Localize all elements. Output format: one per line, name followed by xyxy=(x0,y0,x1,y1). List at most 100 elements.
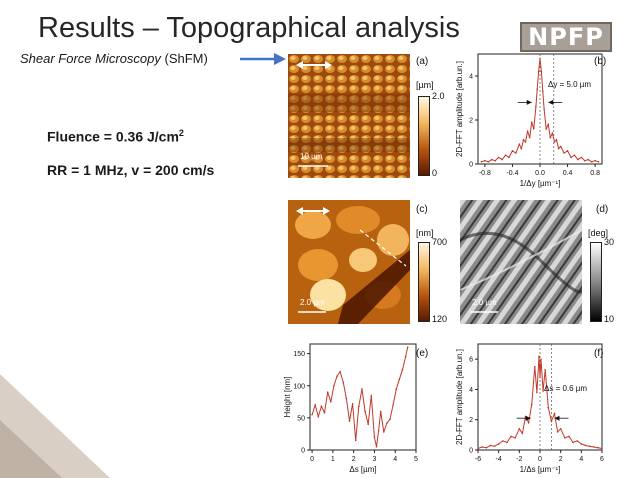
page-title: Results – Topographical analysis xyxy=(38,12,460,44)
width-arrow-right-head xyxy=(554,415,560,421)
data-point xyxy=(364,410,366,413)
data-point xyxy=(588,445,591,448)
data-point xyxy=(547,406,550,409)
y-tick-label: 50 xyxy=(297,415,305,422)
data-point xyxy=(314,404,316,406)
colorbar-min-c: 120 xyxy=(432,314,448,324)
data-point xyxy=(320,405,323,408)
data-point xyxy=(323,411,326,414)
x-tick-label: 5 xyxy=(414,456,418,463)
data-point xyxy=(392,404,394,406)
subtitle-abbrev: (ShFM) xyxy=(160,51,208,66)
x-tick-label: 2 xyxy=(352,456,356,463)
data-point xyxy=(311,413,313,416)
x-tick-label: 1 xyxy=(331,456,335,463)
data-point xyxy=(580,443,583,445)
y-axis-label: 2D-FFT amplitude [arb.un.] xyxy=(455,349,464,445)
data-point xyxy=(572,441,574,444)
data-point xyxy=(370,394,373,397)
data-point xyxy=(524,141,527,143)
x-tick-label: 0.4 xyxy=(563,170,573,177)
data-point xyxy=(395,388,398,390)
x-tick-label: 0 xyxy=(538,456,542,463)
panel-label-d: (d) xyxy=(596,204,609,215)
data-point xyxy=(530,403,533,406)
x-tick-label: -0.8 xyxy=(479,170,491,177)
data-point xyxy=(490,158,493,161)
data-point xyxy=(515,152,517,154)
x-tick-label: 4 xyxy=(579,456,583,463)
panel-d: 2.0 µm xyxy=(459,200,584,324)
data-point xyxy=(497,443,500,445)
data-point xyxy=(339,370,341,373)
annotation-f: Δs = 0.6 µm xyxy=(544,384,588,393)
colorbar-min-a: 0 xyxy=(432,168,438,178)
x-tick-label: 6 xyxy=(600,456,604,463)
data-point xyxy=(377,429,380,432)
data-point xyxy=(545,128,547,130)
data-point xyxy=(555,139,558,141)
colorbar-d xyxy=(590,242,602,322)
data-point xyxy=(553,412,556,415)
x-tick-label: 0.8 xyxy=(590,170,600,177)
data-point xyxy=(540,70,543,73)
data-point xyxy=(597,161,600,163)
y-tick-label: 6 xyxy=(469,357,473,364)
phase-map-d xyxy=(459,200,584,324)
data-point xyxy=(564,437,566,439)
annotation-b: Δy = 5.0 µm xyxy=(548,80,592,89)
data-point xyxy=(504,154,507,156)
data-point xyxy=(333,384,335,387)
data-point xyxy=(510,435,512,438)
subtitle: Shear Force Microscopy (ShFM) xyxy=(20,51,208,66)
data-point xyxy=(550,420,553,423)
data-point xyxy=(590,161,593,163)
y-axis-label: 2D-FFT amplitude [arb.un.] xyxy=(455,61,464,157)
x-tick-label: 0 xyxy=(310,456,314,463)
data-point xyxy=(373,436,376,438)
y-axis-label: Height [nm] xyxy=(283,377,292,418)
data-point xyxy=(536,88,539,90)
data-point xyxy=(389,418,391,420)
data-point xyxy=(336,375,338,377)
y-tick-label: 150 xyxy=(293,351,305,358)
y-tick-label: 0 xyxy=(469,162,473,169)
topography-map-c xyxy=(288,200,410,324)
data-point xyxy=(570,156,572,159)
data-point xyxy=(534,365,536,368)
y-tick-label: 0 xyxy=(301,448,305,455)
colorbar-unit-a: [µm] xyxy=(416,80,434,90)
colorbar-min-d: 10 xyxy=(604,314,615,324)
logo: NPFP xyxy=(520,22,612,52)
data-point xyxy=(583,159,586,162)
data-point xyxy=(477,447,479,450)
data-point xyxy=(361,388,363,390)
fluence-label: Fluence = 0.36 J/cm xyxy=(47,128,179,145)
data-point xyxy=(584,444,587,447)
x-tick-label: 2 xyxy=(559,456,563,463)
data-point xyxy=(520,147,523,150)
data-point xyxy=(566,150,569,152)
data-point xyxy=(539,57,541,60)
data-point xyxy=(538,355,540,357)
data-point xyxy=(544,368,546,371)
colorbar-unit-c: [nm] xyxy=(416,228,434,238)
y-tick-label: 100 xyxy=(293,383,305,390)
data-point xyxy=(518,428,521,430)
data-point xyxy=(587,158,590,161)
data-point xyxy=(530,121,533,123)
data-point xyxy=(502,440,504,442)
data-point xyxy=(537,70,540,73)
series-line xyxy=(477,356,603,449)
x-tick-label: -4 xyxy=(496,456,502,463)
data-point xyxy=(404,356,407,358)
x-tick-label: -2 xyxy=(516,456,522,463)
data-point xyxy=(501,158,503,161)
data-point xyxy=(518,143,521,145)
x-tick-label: 4 xyxy=(393,456,397,463)
data-point xyxy=(358,405,360,408)
y-tick-label: 4 xyxy=(469,387,473,394)
data-point xyxy=(487,161,490,163)
panel-label-c: (c) xyxy=(416,204,428,215)
